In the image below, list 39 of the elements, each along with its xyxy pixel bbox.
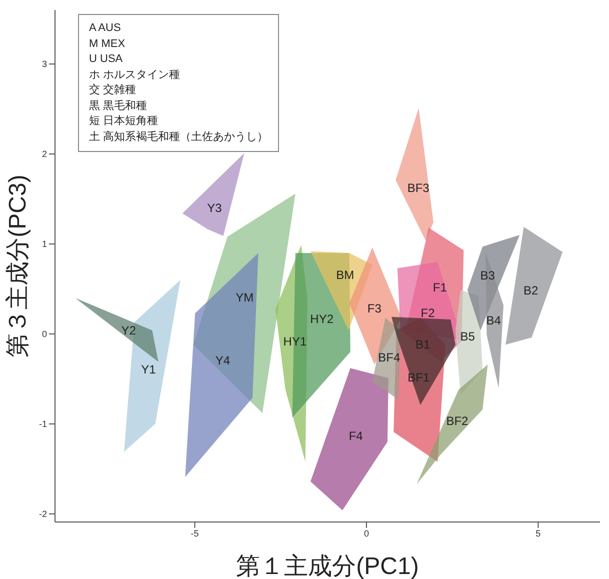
series-label: HY2 — [310, 312, 334, 326]
y-axis-title: 第３主成分(PC3) — [4, 174, 32, 358]
annotation: ホ ホルスタイン種 — [89, 68, 182, 82]
x-tick-label: 0 — [364, 528, 369, 538]
x-tick-label: -5 — [190, 528, 199, 538]
annotation: 黒 黒毛和種 — [89, 98, 148, 114]
annotation: 短 日本短角種 — [89, 114, 160, 129]
series-label: F3 — [367, 302, 382, 316]
series-label: F4 — [348, 429, 364, 444]
x-tick-label: 5 — [536, 528, 541, 538]
annotation: A AUS — [89, 21, 122, 36]
annotation: 交 交雑種 — [89, 83, 138, 98]
series-label: B2 — [524, 284, 539, 298]
series-label: BF2 — [446, 414, 469, 428]
series-label: B3 — [480, 268, 496, 283]
series-label: BF4 — [378, 350, 400, 365]
series-label: HY1 — [283, 334, 307, 348]
y-tick-label: 3 — [42, 59, 47, 70]
y-tick-label: -2 — [38, 509, 47, 520]
series-label: Y1 — [141, 362, 156, 377]
series-label: Y2 — [121, 323, 136, 338]
series-label: BM — [336, 268, 354, 282]
series-label: B5 — [460, 330, 476, 344]
series-label: YM — [236, 290, 254, 304]
y-tick-label: 0 — [42, 329, 47, 340]
series-label: Y3 — [207, 201, 222, 216]
y-tick-label: 2 — [42, 149, 47, 160]
y-tick-label: 1 — [42, 239, 47, 250]
series-label: F1 — [432, 280, 448, 294]
annotation: U USA — [89, 52, 124, 67]
x-axis-title: 第１主成分(PC1) — [236, 553, 419, 579]
annotation: 土 高知系褐毛和種（土佐あかうし） — [89, 130, 268, 144]
series-label: F2 — [420, 306, 436, 320]
series-label: B4 — [486, 313, 502, 328]
series-label: B1 — [416, 337, 431, 352]
y-tick-label: -1 — [38, 419, 47, 430]
annotation: M MEX — [89, 36, 126, 52]
series-label: Y4 — [215, 354, 230, 368]
series-label: BF3 — [407, 180, 430, 195]
